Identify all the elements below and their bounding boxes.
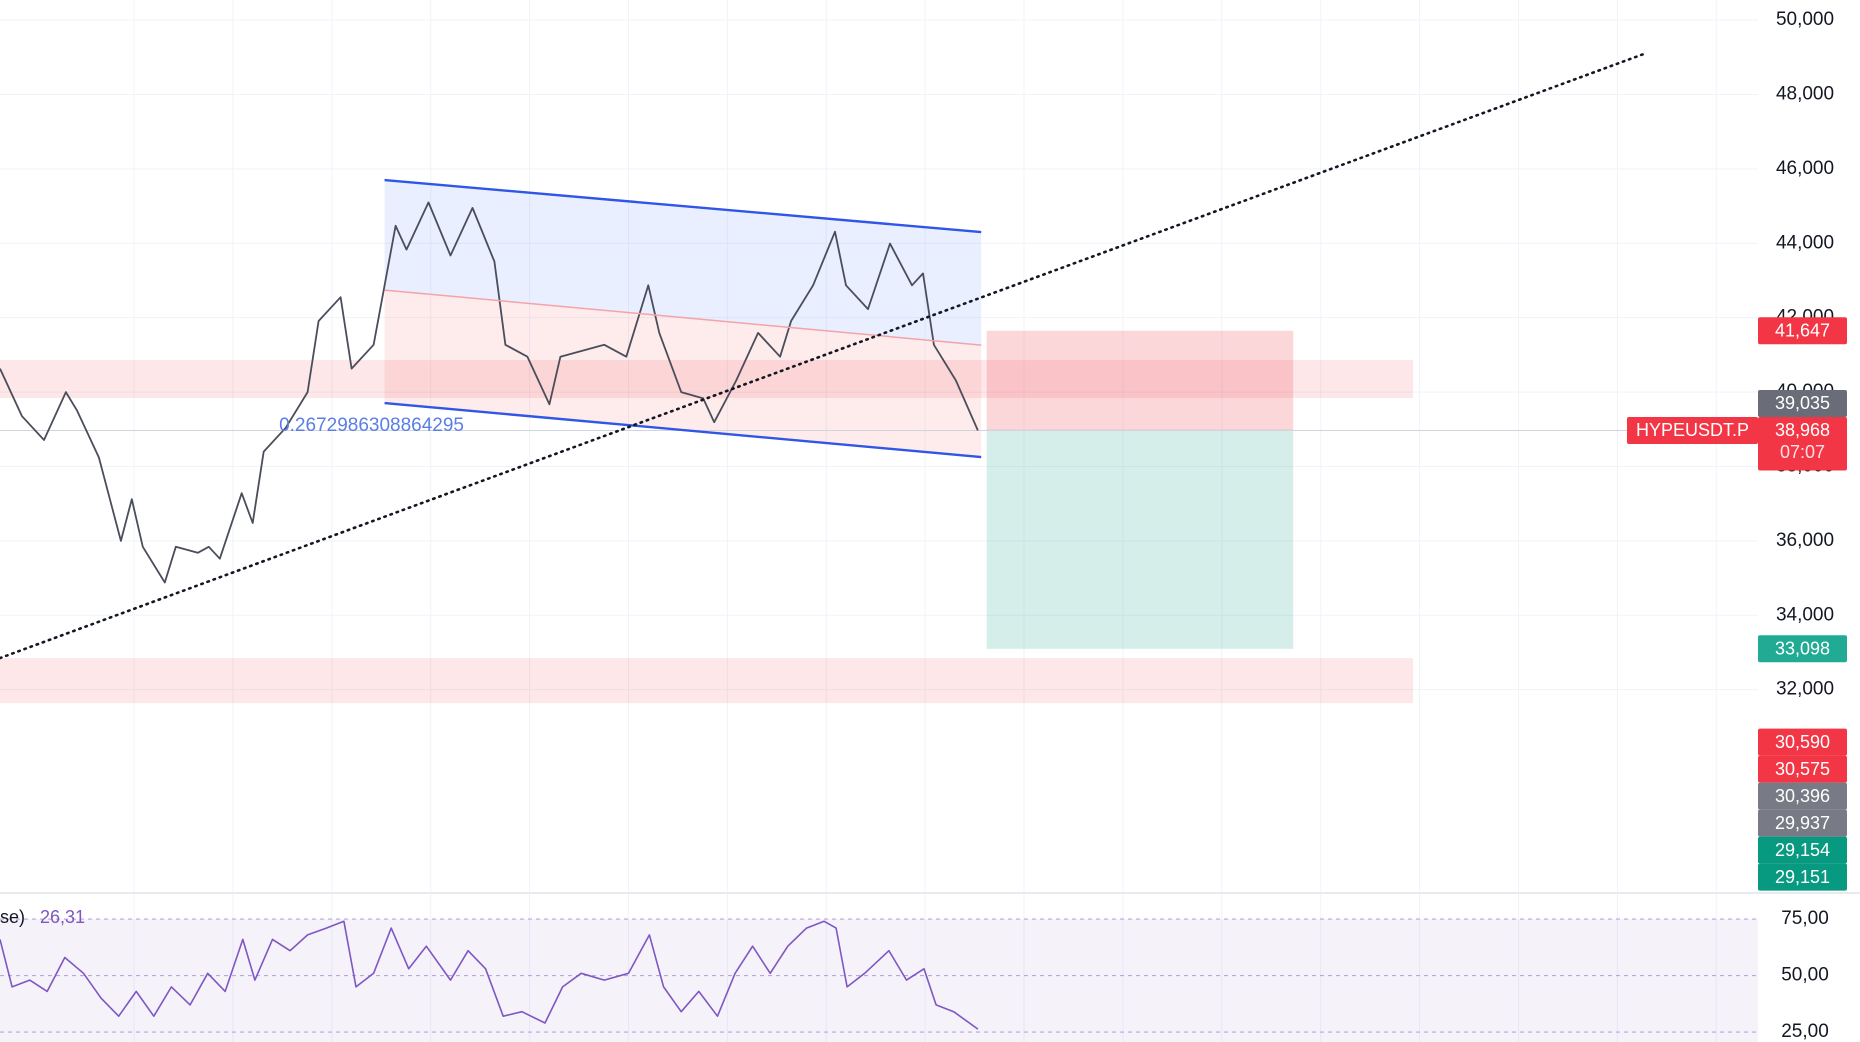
price-label-box: [1758, 809, 1847, 837]
rsi-tick-label: 50,00: [1781, 965, 1829, 986]
rsi-legend: se): [0, 907, 25, 927]
y-tick-label: 48,000: [1776, 83, 1834, 104]
symbol-label: HYPEUSDT.P: [1636, 420, 1749, 440]
price-pane: 0.2672986308864295: [0, 0, 1758, 892]
channel-upper-fill: [384, 180, 982, 346]
symbol-box: [1627, 416, 1758, 444]
price-axis: 32,00034,00036,00038,00040,00042,00044,0…: [1627, 9, 1847, 1042]
zone: [0, 658, 1413, 704]
zone: [0, 360, 1413, 399]
price-label: 33,098: [1775, 639, 1830, 659]
price-label-box: [1758, 863, 1847, 891]
y-tick-label: 50,000: [1776, 9, 1834, 30]
price-label-box: [1758, 836, 1847, 864]
rsi-line: [0, 920, 979, 1030]
y-tick-label: 36,000: [1776, 530, 1834, 551]
price-label: 29,151: [1775, 867, 1830, 887]
price-label-box: [1758, 782, 1847, 810]
rsi-tick-label: 25,00: [1781, 1021, 1829, 1042]
rsi-tick-label: 75,00: [1781, 908, 1829, 929]
price-label-box: [1758, 728, 1847, 756]
trendline: [0, 52, 1647, 660]
countdown: 07:07: [1780, 442, 1825, 462]
price-label: 39,035: [1775, 393, 1830, 413]
price-label-box: [1758, 755, 1847, 783]
price-label: 41,647: [1775, 321, 1830, 341]
price-label: 30,396: [1775, 786, 1830, 806]
rsi-value: 26,31: [40, 907, 85, 927]
price-label: 30,575: [1775, 759, 1830, 779]
y-tick-label: 44,000: [1776, 232, 1834, 253]
channel-bottom-line: [384, 401, 982, 459]
rsi-band: [0, 919, 1758, 1042]
y-tick-label: 32,000: [1776, 679, 1834, 700]
last-price-box: [1758, 416, 1847, 471]
channel-top-line: [384, 178, 982, 234]
last-price-label: 38,968: [1775, 420, 1830, 440]
y-tick-label: 46,000: [1776, 158, 1834, 179]
y-tick-label: 34,000: [1776, 604, 1834, 625]
price-label: 30,590: [1775, 732, 1830, 752]
price-label-box: [1758, 635, 1847, 663]
price-label-box: [1758, 389, 1847, 417]
target-area: [986, 430, 1294, 649]
annotation: 0.2672986308864295: [279, 415, 464, 436]
price-label: 29,937: [1775, 813, 1830, 833]
channel-middle-line: [384, 289, 982, 346]
stop-area: [986, 330, 1294, 431]
price-line: [0, 201, 979, 584]
price-label-box: [1758, 317, 1847, 345]
rsi-pane: [0, 894, 1758, 1042]
price-label: 29,154: [1775, 840, 1830, 860]
